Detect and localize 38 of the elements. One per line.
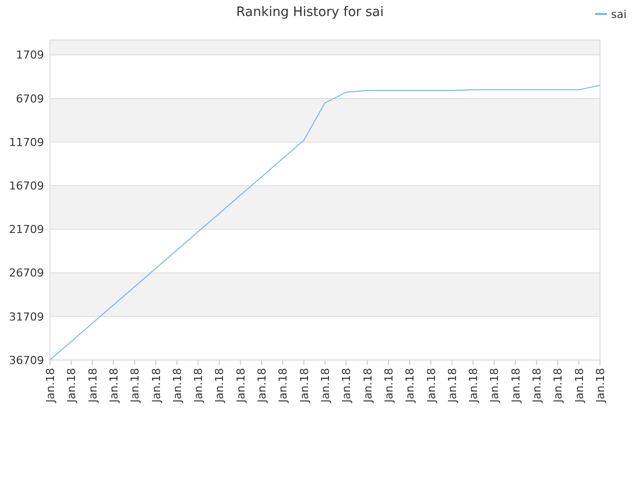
x-tick-label: Jan.18 bbox=[424, 368, 438, 404]
x-tick-label: Jan.18 bbox=[150, 368, 163, 404]
x-tick-label: Jan.18 bbox=[594, 368, 607, 404]
x-tick-label: Jan.18 bbox=[256, 368, 269, 404]
x-tick-label: Jan.18 bbox=[488, 368, 502, 404]
x-tick-label: Jan.18 bbox=[340, 368, 354, 404]
x-tick-label: Jan.18 bbox=[572, 368, 586, 404]
x-tick-label: Jan.18 bbox=[65, 368, 78, 404]
x-tick-label: Jan.18 bbox=[319, 368, 332, 404]
x-tick-label: Jan.18 bbox=[192, 368, 206, 404]
y-tick-label: 26709 bbox=[9, 266, 44, 280]
legend-label: sai bbox=[611, 8, 627, 21]
y-tick-label: 21709 bbox=[9, 223, 44, 236]
line-series bbox=[50, 84, 600, 360]
y-tick-label: 36709 bbox=[9, 354, 44, 367]
y-tick-label: 1709 bbox=[16, 48, 44, 62]
x-tick-label: Jan.18 bbox=[298, 368, 311, 404]
x-tick-label: Jan.18 bbox=[361, 368, 374, 404]
x-tick-label: Jan.18 bbox=[446, 368, 459, 404]
y-tick-label: 16709 bbox=[9, 180, 44, 193]
x-tick-label: Jan.18 bbox=[467, 368, 480, 404]
y-tick-label: 31709 bbox=[9, 310, 44, 324]
x-tick-label: Jan.18 bbox=[552, 368, 565, 404]
x-tick-label: Jan.18 bbox=[509, 368, 522, 404]
x-tick-label: Jan.18 bbox=[530, 368, 544, 404]
chart-title: Ranking History for sai bbox=[236, 5, 384, 20]
x-tick-label: Jan.18 bbox=[234, 368, 248, 404]
x-tick-label: Jan.18 bbox=[170, 368, 184, 404]
x-tick-label: Jan.18 bbox=[213, 368, 226, 404]
y-tick-label: 11709 bbox=[9, 136, 44, 149]
x-tick-label: Jan.18 bbox=[404, 368, 417, 404]
x-tick-label: Jan.18 bbox=[107, 368, 120, 404]
x-tick-label: Jan.18 bbox=[44, 368, 57, 404]
x-tick-label: Jan.18 bbox=[276, 368, 290, 404]
x-tick-label: Jan.18 bbox=[128, 368, 142, 404]
x-tick-label: Jan.18 bbox=[382, 368, 396, 404]
x-tick-label: Jan.18 bbox=[86, 368, 100, 404]
y-tick-label: 6709 bbox=[16, 92, 44, 106]
